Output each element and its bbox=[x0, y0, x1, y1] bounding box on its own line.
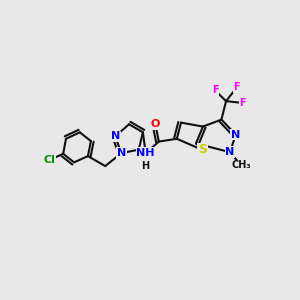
Text: CH₃: CH₃ bbox=[231, 160, 251, 170]
Text: N: N bbox=[117, 148, 126, 158]
Text: H: H bbox=[142, 161, 150, 171]
Text: N: N bbox=[231, 130, 240, 140]
Text: F: F bbox=[239, 98, 246, 108]
Text: F: F bbox=[212, 85, 218, 95]
Text: N: N bbox=[110, 131, 120, 142]
Text: NH: NH bbox=[136, 148, 155, 158]
Text: Cl: Cl bbox=[44, 155, 55, 165]
Text: F: F bbox=[234, 82, 240, 92]
Text: S: S bbox=[198, 143, 207, 156]
Text: O: O bbox=[151, 119, 160, 130]
Text: N: N bbox=[225, 147, 235, 157]
